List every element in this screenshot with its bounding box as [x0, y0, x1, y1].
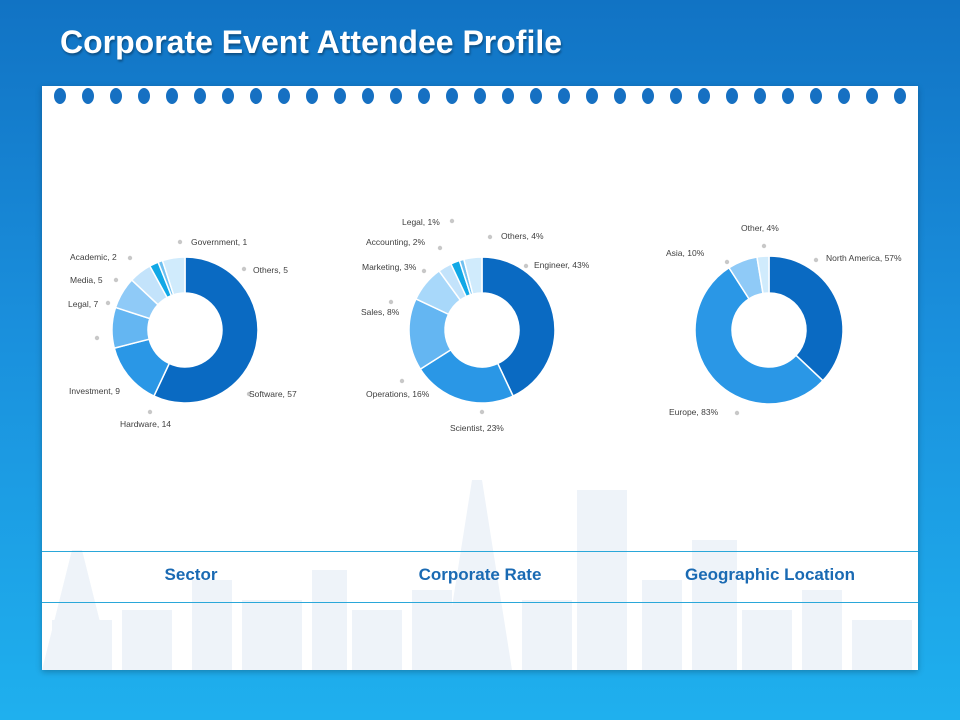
- ring-hole: [502, 88, 514, 104]
- corporate-rate-donut-chart: Engineer, 43% Scientist, 23% Operations, 1…: [361, 217, 590, 433]
- ring-hole: [894, 88, 906, 104]
- slice-label: Legal, 7: [68, 299, 99, 309]
- slice-label: Engineer, 43%: [534, 260, 590, 270]
- sector-donut-chart: Software, 57 Hardware, 14 Investment, 9 Leg…: [68, 237, 297, 429]
- ring-hole: [222, 88, 234, 104]
- label-leader-dot: [241, 266, 247, 272]
- page-title: Corporate Event Attendee Profile: [60, 24, 563, 60]
- slice-label: Europe, 83%: [669, 407, 719, 417]
- label-leader-dot: [399, 378, 405, 384]
- slice-label: Other, 4%: [741, 223, 779, 233]
- ring-hole: [670, 88, 682, 104]
- donut-slice: [161, 256, 186, 296]
- label-leader-dot: [734, 410, 740, 416]
- label-leader-dot: [761, 243, 767, 249]
- ring-hole: [138, 88, 150, 104]
- label-leader-dot: [113, 277, 119, 283]
- slice-label: Scientist, 23%: [450, 423, 504, 433]
- ring-hole: [838, 88, 850, 104]
- slice-label: Academic, 2: [70, 252, 117, 262]
- notebook-rings: [54, 88, 906, 104]
- ring-hole: [642, 88, 654, 104]
- ring-hole: [530, 88, 542, 104]
- ring-hole: [362, 88, 374, 104]
- ring-hole: [110, 88, 122, 104]
- label-leader-dot: [487, 234, 493, 240]
- geographic-location-donut-chart: North America, 57% Europe, 83% Asia, 10% Ot…: [666, 223, 902, 417]
- ring-hole: [558, 88, 570, 104]
- slice-label: Others, 5: [253, 265, 288, 275]
- caption-corporate-rate: Corporate Rate: [418, 565, 542, 584]
- ring-hole: [166, 88, 178, 104]
- caption-geographic-location: Geographic Location: [684, 565, 856, 584]
- donut-slice: [481, 256, 556, 398]
- label-leader-dot: [437, 245, 443, 251]
- ring-hole: [306, 88, 318, 104]
- slice-label: Operations, 16%: [366, 389, 430, 399]
- label-leader-dot: [813, 257, 819, 263]
- ring-hole: [446, 88, 458, 104]
- slice-label: Legal, 1%: [402, 217, 440, 227]
- slice-label: Others, 4%: [501, 231, 544, 241]
- label-leader-dot: [388, 299, 394, 305]
- ring-hole: [614, 88, 626, 104]
- slice-label: Asia, 10%: [666, 248, 705, 258]
- donut-slice: [768, 255, 844, 382]
- ring-hole: [866, 88, 878, 104]
- city-skyline-watermark: [42, 480, 912, 670]
- ring-hole: [390, 88, 402, 104]
- label-leader-dot: [147, 409, 153, 415]
- label-leader-dot: [479, 409, 485, 415]
- ring-hole: [810, 88, 822, 104]
- ring-hole: [278, 88, 290, 104]
- label-leader-dot: [724, 259, 730, 265]
- ring-hole: [586, 88, 598, 104]
- label-leader-dot: [523, 263, 529, 269]
- slice-label: Marketing, 3%: [362, 262, 417, 272]
- ring-hole: [250, 88, 262, 104]
- slice-label: Hardware, 14: [120, 419, 171, 429]
- ring-hole: [54, 88, 66, 104]
- slice-label: Software, 57: [249, 389, 297, 399]
- ring-hole: [194, 88, 206, 104]
- slice-label: Investment, 9: [69, 386, 120, 396]
- slice-label: Media, 5: [70, 275, 103, 285]
- donut-slice: [462, 256, 483, 296]
- ring-hole: [82, 88, 94, 104]
- slice-label: Government, 1: [191, 237, 247, 247]
- ring-hole: [698, 88, 710, 104]
- ring-hole: [726, 88, 738, 104]
- slice-label: North America, 57%: [826, 253, 902, 263]
- label-leader-dot: [105, 300, 111, 306]
- ring-hole: [754, 88, 766, 104]
- donut-slice: [756, 255, 770, 295]
- label-leader-dot: [94, 335, 100, 341]
- ring-hole: [334, 88, 346, 104]
- donut-slice: [152, 256, 259, 404]
- ring-hole: [418, 88, 430, 104]
- label-leader-dot: [127, 255, 133, 261]
- label-leader-dot: [421, 268, 427, 274]
- caption-band: [42, 551, 918, 603]
- caption-sector: Sector: [164, 565, 218, 584]
- label-leader-dot: [177, 239, 183, 245]
- donut-slice: [694, 266, 824, 405]
- label-leader-dot: [246, 391, 252, 397]
- ring-hole: [782, 88, 794, 104]
- label-leader-dot: [449, 218, 455, 224]
- ring-hole: [474, 88, 486, 104]
- slice-label: Sales, 8%: [361, 307, 400, 317]
- slice-label: Accounting, 2%: [366, 237, 426, 247]
